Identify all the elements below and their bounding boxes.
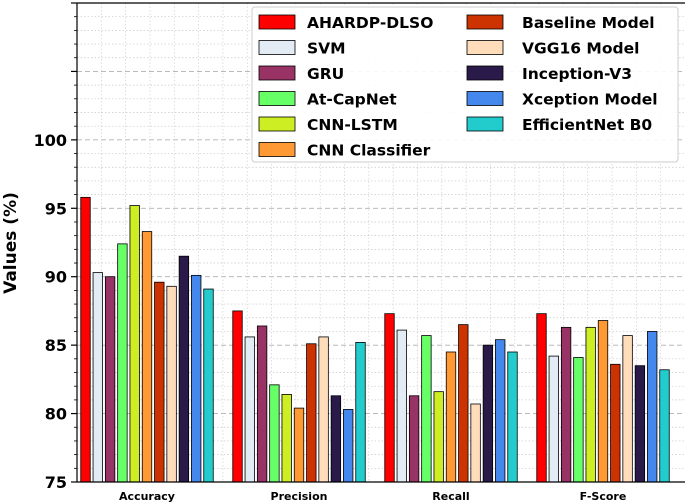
legend-swatch [258,40,296,55]
legend-label: At-CapNet [307,91,397,109]
bar [244,336,255,483]
bar [647,331,658,483]
y-tick-label: 75 [45,473,67,492]
legend: AHARDP-DLSO SVM GRU At-CapNet CNN-LSTM CNN Cl… [251,6,679,163]
legend-label: GRU [307,65,344,83]
bar [92,272,103,483]
legend-swatch [466,65,504,81]
bar [458,324,469,483]
legend-box [251,6,679,163]
bar [507,351,518,483]
x-tick-label: Accuracy [119,490,175,503]
legend-label: CNN Classifier [307,142,431,160]
legend-label: Inception-V3 [522,65,632,83]
y-axis-label: Values (%) [1,192,21,294]
bar [191,274,202,483]
x-tick-label: Recall [432,490,469,503]
x-tick-label: Precision [271,490,328,503]
legend-swatch [258,142,296,157]
bar [129,205,140,483]
legend-label: EfficientNet B0 [522,116,652,134]
bar [548,355,559,483]
bar [330,395,342,483]
bar [445,351,457,483]
y-tick-label: 95 [45,199,67,218]
legend-swatch [466,116,504,132]
legend-swatch [258,116,296,132]
legend-label: CNN-LSTM [307,116,398,134]
legend-swatch [258,65,296,81]
bar [573,357,584,483]
bar [256,325,268,483]
bar [141,231,153,483]
bar [306,343,317,483]
bar [117,243,128,483]
bar [610,363,621,483]
bar [585,326,596,483]
bar [597,320,609,483]
y-tick-label: 90 [45,268,67,287]
bar [536,313,547,483]
x-tick-label: F-Score [580,490,627,503]
legend-swatch [466,91,504,106]
bar [80,196,91,483]
bar [482,344,494,483]
bar [166,285,177,483]
bar [154,281,165,483]
bar [396,329,407,483]
bar [104,276,116,483]
legend-label: Xception Model [522,91,658,109]
bar [384,313,395,483]
bar [408,395,420,483]
bar [659,369,670,483]
legend-label: AHARDP-DLSO [307,14,433,32]
bar [203,288,214,483]
bar [433,391,444,483]
legend-label: Baseline Model [522,14,655,32]
axes: 75 80 85 90 95 100 Accuracy Precision Recall F-Sc… [34,2,685,503]
bar [355,342,366,483]
bar [269,384,280,483]
bar [495,339,506,483]
bar [318,336,329,483]
bar [634,365,646,483]
legend-swatch [466,14,504,30]
bar [622,335,633,483]
bar [281,394,292,483]
bar [421,335,432,483]
y-tick-label: 85 [45,336,67,355]
legend-swatch [466,40,504,55]
legend-label: VGG16 Model [522,40,639,58]
bar [178,255,190,483]
legend-label: SVM [307,40,346,58]
legend-swatch [258,91,296,106]
y-tick-label: 100 [34,131,67,150]
bar [343,409,354,483]
bar [560,326,572,483]
bar [232,310,243,483]
bar [470,403,481,483]
bar [293,407,305,483]
y-tick-label: 80 [45,405,67,424]
bars [80,196,670,483]
legend-swatch [258,14,296,30]
